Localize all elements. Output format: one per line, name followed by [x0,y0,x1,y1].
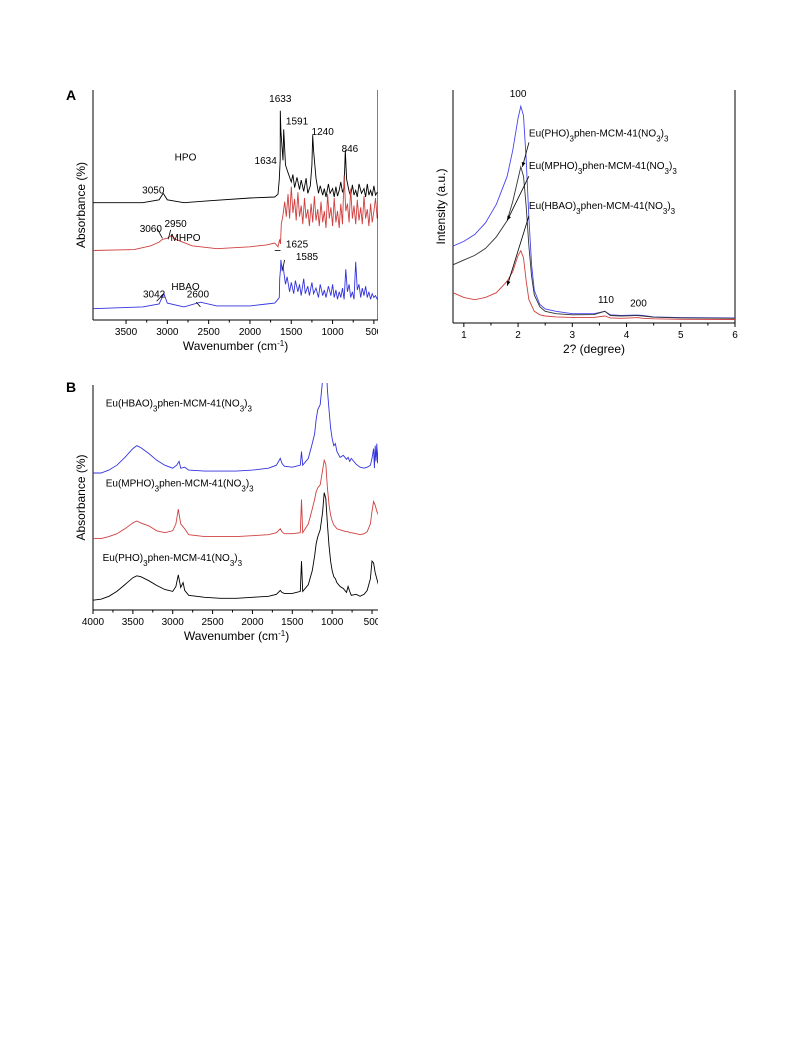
x-tick-label: 1000 [321,327,344,338]
x-tick-label: 2 [515,330,521,341]
y-axis-label: Absorbance (%) [74,454,88,540]
series-line-2 [93,259,378,310]
series-line-2 [93,492,378,601]
series-line-2 [453,249,735,320]
panel-label-a: A [66,87,77,103]
x-axis-label: Wavenumber (cm-1) [184,629,289,644]
x-tick-label: 3000 [156,327,179,338]
x-tick-label: 1500 [281,617,304,628]
panel-label-b: B [66,379,77,395]
peak-label: MHPO [171,233,201,244]
x-tick-label: 1000 [321,617,344,628]
annotation-arrow [167,229,172,240]
x-axis-label: Wavenumber (cm-1) [183,339,288,354]
x-tick-label: 3500 [122,617,145,628]
peak-label: 3060 [140,224,163,235]
x-tick-label: 1500 [280,327,303,338]
x-tick-label: 3 [570,330,576,341]
peak-label: HBAO [171,282,200,293]
series-line-0 [93,110,378,204]
x-tick-label: 2000 [241,617,264,628]
peak-label: 200 [630,299,647,310]
x-tick-label: 5 [678,330,684,341]
annotation-arrow [156,293,165,302]
series-label: Eu(PHO)3phen-MCM-41(NO3)3 [103,553,243,568]
series-line-1 [93,458,378,540]
arrow-head [507,215,512,221]
peak-label: HPO [175,152,197,163]
peak-label: 100 [510,89,527,100]
x-tick-label: 500 [366,327,378,338]
ftir-chart-a: 3500 3000 2500 2000 1500 1000 500 Wavenumber (c… [74,90,378,354]
peak-label: 1240 [312,127,335,138]
series-label: Eu(MPHO)3phen-MCM-41(NO3)3 [106,479,254,494]
peak-label: 2950 [164,219,187,230]
x-tick-label: 2500 [198,327,221,338]
x-tick-label: 2500 [201,617,224,628]
series-label: Eu(PHO)3phen-MCM-41(NO3)3 [529,129,669,144]
x-tick-label: 500 [364,617,378,628]
series-line-0 [93,383,378,474]
x-tick-label: 6 [732,330,738,341]
label-arrow [506,215,530,286]
peak-label: 2600 [187,289,210,300]
series-label: Eu(MPHO)3phen-MCM-41(NO3)3 [529,161,677,176]
x-axis-label: 2? (degree) [563,342,625,356]
x-tick-label: 3000 [162,617,185,628]
arrow-head [506,280,511,286]
peak-label: 3050 [142,185,165,196]
peak-label: 846 [342,144,359,155]
x-tick-label: 3500 [115,327,138,338]
arrow-head [521,161,526,167]
x-tick-label: 2000 [239,327,262,338]
annotation-arrow [282,259,286,270]
peak-label: 3042 [143,289,166,300]
peak-label: 1633 [269,94,292,105]
xrd-chart: 1 2 3 4 5 6 2? (degree) Intensity (a.u.) 100 110 2… [434,89,738,356]
series-label: Eu(HBAO)3phen-MCM-41(NO3)3 [529,201,676,216]
series-line-1 [93,175,378,251]
peak-label: 110 [598,295,614,306]
peak-label: 1625 [286,240,309,251]
annotation-arrow [157,228,163,239]
y-axis-label: Intensity (a.u.) [434,168,448,244]
ftir-chart-b: 4000 3500 3000 2500 2000 1500 1000 500 Wavenumbe… [74,383,378,644]
x-tick-label: 1 [461,330,467,341]
label-arrow [506,176,530,221]
peak-label: 1585 [296,252,319,263]
series-line-1 [453,165,735,319]
annotation-arrow [195,301,201,308]
series-label: Eu(HBAO)3phen-MCM-41(NO3)3 [106,399,253,414]
peak-label: 1591 [286,117,309,128]
x-tick-label: 4000 [82,617,105,628]
peak-label: 1634 [255,156,278,167]
y-axis-label: Absorbance (%) [74,162,88,248]
x-tick-label: 4 [624,330,630,341]
